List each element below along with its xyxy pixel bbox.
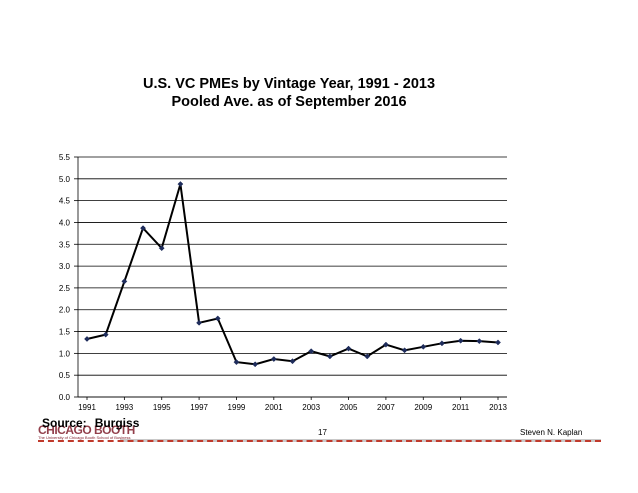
x-tick-label: 2011	[452, 403, 470, 412]
x-tick-label: 1991	[78, 403, 96, 412]
data-point	[233, 359, 240, 366]
x-tick-label: 2003	[302, 403, 320, 412]
x-tick-label: 2007	[377, 403, 395, 412]
data-point	[308, 348, 315, 355]
chart-title-line-2: Pooled Ave. as of September 2016	[171, 94, 407, 110]
x-tick-label: 2001	[265, 403, 283, 412]
y-tick-label: 4.0	[59, 218, 71, 227]
y-tick-label: 2.5	[59, 284, 71, 293]
source-label: Source:	[42, 416, 87, 430]
author-name: Steven N. Kaplan	[520, 428, 583, 437]
y-tick-label: 1.0	[59, 349, 71, 358]
x-tick-label: 1995	[153, 403, 171, 412]
data-point	[121, 278, 128, 285]
logo-wordmark: CHICAGO BOOTH	[38, 423, 135, 437]
data-point	[252, 361, 259, 368]
chart-title-line-1: U.S. VC PMEs by Vintage Year, 1991 - 201…	[142, 76, 436, 92]
source-value: Burgiss	[94, 416, 140, 430]
data-point	[158, 245, 165, 252]
y-tick-label: 0.5	[59, 371, 71, 380]
chicago-booth-logo: CHICAGO BOOTH The University of Chicago …	[38, 423, 156, 441]
data-point	[84, 336, 90, 342]
data-point	[214, 315, 221, 322]
data-point	[196, 319, 203, 326]
x-tick-label: 2013	[489, 403, 507, 412]
data-point	[345, 345, 352, 352]
data-point	[420, 343, 427, 350]
data-point	[495, 339, 501, 346]
x-tick-label: 1993	[115, 403, 133, 412]
footer-bar-accent	[38, 440, 601, 442]
y-tick-label: 5.0	[59, 175, 71, 184]
x-tick-label: 2005	[340, 403, 358, 412]
y-tick-label: 5.5	[59, 153, 71, 162]
y-tick-label: 0.0	[59, 393, 71, 402]
data-point	[476, 338, 483, 345]
y-tick-label: 3.0	[59, 262, 71, 271]
y-tick-label: 1.5	[59, 328, 71, 337]
data-point	[457, 337, 464, 344]
data-point	[401, 347, 408, 354]
y-tick-label: 3.5	[59, 240, 71, 249]
data-point	[326, 353, 333, 360]
data-point	[439, 340, 445, 347]
page-number: 17	[318, 428, 327, 437]
data-point	[364, 353, 371, 360]
logo-subtext: The University of Chicago Booth School o…	[38, 435, 131, 440]
data-point	[289, 358, 296, 365]
data-point	[140, 225, 146, 232]
data-point	[177, 181, 184, 188]
series-line	[86, 183, 499, 366]
y-tick-label: 4.5	[59, 197, 71, 206]
x-tick-label: 2009	[414, 403, 432, 412]
data-point	[382, 341, 389, 348]
data-point	[102, 331, 109, 338]
y-tick-label: 2.0	[59, 306, 71, 315]
x-tick-label: 1999	[228, 403, 246, 412]
x-tick-label: 1997	[190, 403, 208, 412]
source-note: Source: Burgiss	[42, 416, 139, 430]
data-point	[270, 356, 277, 362]
